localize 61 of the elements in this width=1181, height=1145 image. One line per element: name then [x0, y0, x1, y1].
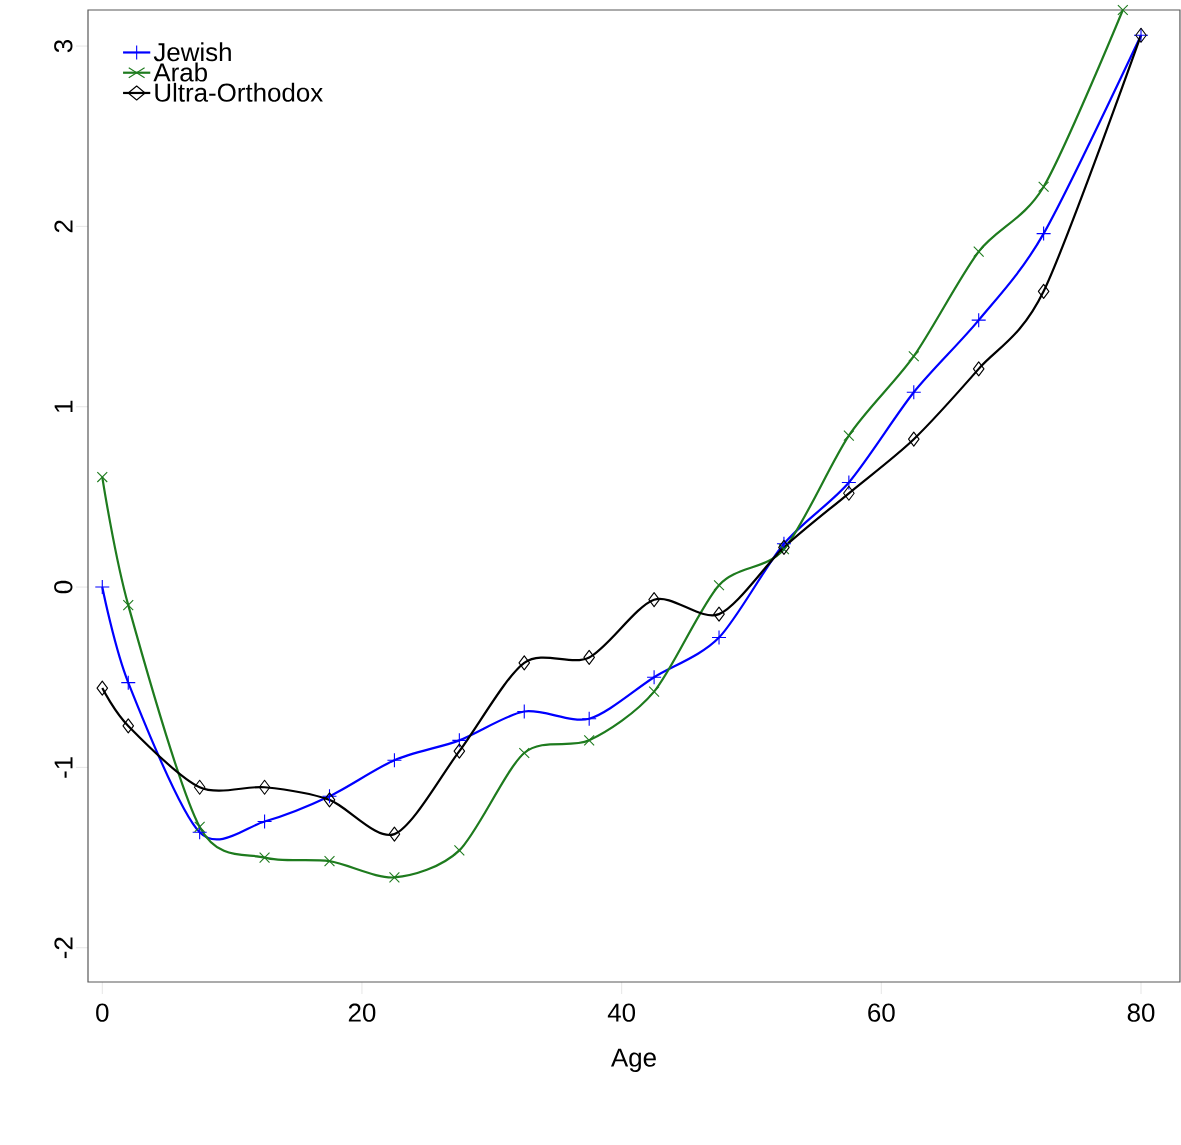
point — [451, 732, 467, 748]
point — [324, 855, 335, 867]
x-tick-label: 0 — [96, 1003, 109, 1022]
point — [257, 813, 273, 830]
point — [906, 384, 922, 400]
y-tick-label: -1 — [54, 757, 73, 778]
point — [713, 606, 725, 622]
point — [120, 675, 136, 691]
point — [843, 485, 855, 501]
x-tick-label: 60 — [868, 1003, 895, 1022]
y-tick-label: 2 — [54, 220, 73, 233]
point — [973, 246, 985, 258]
point — [1037, 283, 1050, 299]
point — [388, 871, 400, 883]
point — [122, 718, 135, 734]
point — [972, 361, 985, 377]
point — [1117, 4, 1129, 16]
point — [583, 734, 595, 746]
point — [907, 431, 920, 447]
point — [386, 752, 402, 768]
point — [96, 471, 108, 483]
point — [841, 474, 857, 491]
point — [1036, 226, 1052, 242]
x-tick-label: 80 — [1127, 1003, 1155, 1022]
point — [711, 630, 727, 646]
point — [1038, 181, 1050, 193]
point — [518, 655, 531, 671]
point — [323, 792, 336, 808]
point — [648, 686, 660, 698]
legend-label: Ultra-Orthodox — [155, 82, 323, 102]
point — [778, 543, 790, 555]
point — [583, 649, 595, 665]
y-tick-label: 3 — [54, 39, 73, 53]
point — [646, 669, 662, 685]
x-tick-label: 20 — [348, 1003, 376, 1022]
point — [581, 711, 597, 727]
point — [971, 312, 987, 328]
point — [194, 821, 206, 833]
point — [843, 430, 855, 442]
point — [518, 747, 530, 759]
point — [193, 779, 206, 795]
point — [122, 599, 134, 611]
x-tick-label: 40 — [607, 1003, 636, 1022]
point — [908, 350, 920, 362]
y-tick-label: -2 — [54, 937, 73, 959]
point — [453, 743, 466, 759]
point — [258, 779, 271, 795]
legend-label: Jewish — [153, 42, 231, 62]
y-tick-label: 1 — [54, 400, 73, 412]
point — [96, 680, 109, 696]
point — [713, 579, 725, 591]
x-axis-title: Age — [610, 1048, 656, 1072]
point — [388, 826, 401, 842]
y-tick-label: 0 — [54, 580, 73, 594]
point — [321, 788, 338, 804]
point — [94, 579, 110, 595]
point — [259, 852, 271, 864]
legend-label: Arab — [153, 62, 207, 82]
point — [648, 592, 660, 608]
point — [453, 844, 465, 856]
point — [192, 824, 208, 840]
